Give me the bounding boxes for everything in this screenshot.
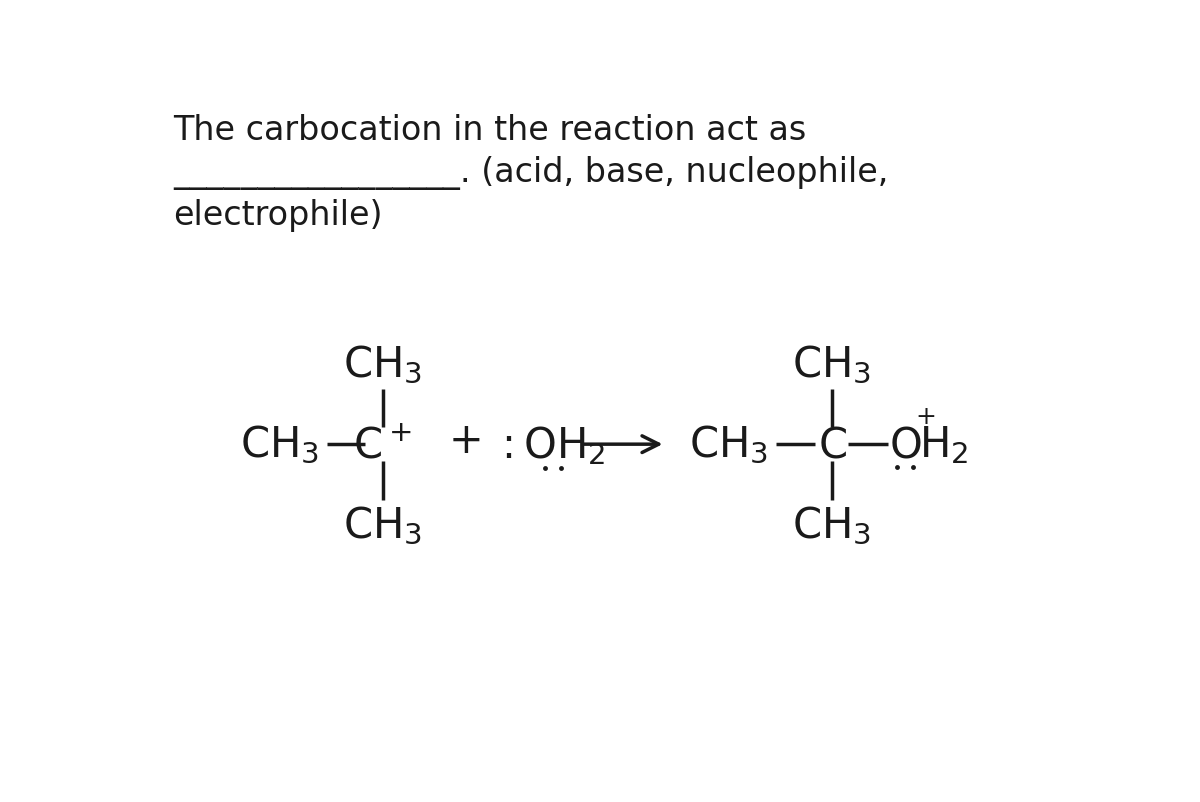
Text: $\mathdefault{O}$: $\mathdefault{O}$ bbox=[889, 423, 922, 466]
Text: $\mathdefault{CH_3}$: $\mathdefault{CH_3}$ bbox=[343, 504, 422, 546]
Text: $\mathdefault{H_2}$: $\mathdefault{H_2}$ bbox=[919, 423, 968, 466]
Text: $\mathdefault{CH_3}$: $\mathdefault{CH_3}$ bbox=[792, 343, 871, 386]
Text: $+$: $+$ bbox=[914, 404, 935, 428]
Text: $\mathdefault{C}$: $\mathdefault{C}$ bbox=[817, 423, 846, 466]
Text: _________________. (acid, base, nucleophile,: _________________. (acid, base, nucleoph… bbox=[173, 156, 889, 190]
Text: $\mathdefault{:OH_2}$: $\mathdefault{:OH_2}$ bbox=[493, 423, 605, 466]
Text: $\mathdefault{CH_3}$: $\mathdefault{CH_3}$ bbox=[792, 504, 871, 546]
Text: $\mathdefault{CH_3}$: $\mathdefault{CH_3}$ bbox=[240, 423, 319, 466]
Text: electrophile): electrophile) bbox=[173, 199, 383, 232]
Text: $\mathdefault{CH_3}$: $\mathdefault{CH_3}$ bbox=[690, 423, 768, 466]
Text: The carbocation in the reaction act as: The carbocation in the reaction act as bbox=[173, 114, 806, 147]
Text: $+$: $+$ bbox=[448, 419, 480, 462]
Text: $\mathdefault{CH_3}$: $\mathdefault{CH_3}$ bbox=[343, 343, 422, 386]
Text: $\mathdefault{C^+}$: $\mathdefault{C^+}$ bbox=[353, 423, 412, 466]
